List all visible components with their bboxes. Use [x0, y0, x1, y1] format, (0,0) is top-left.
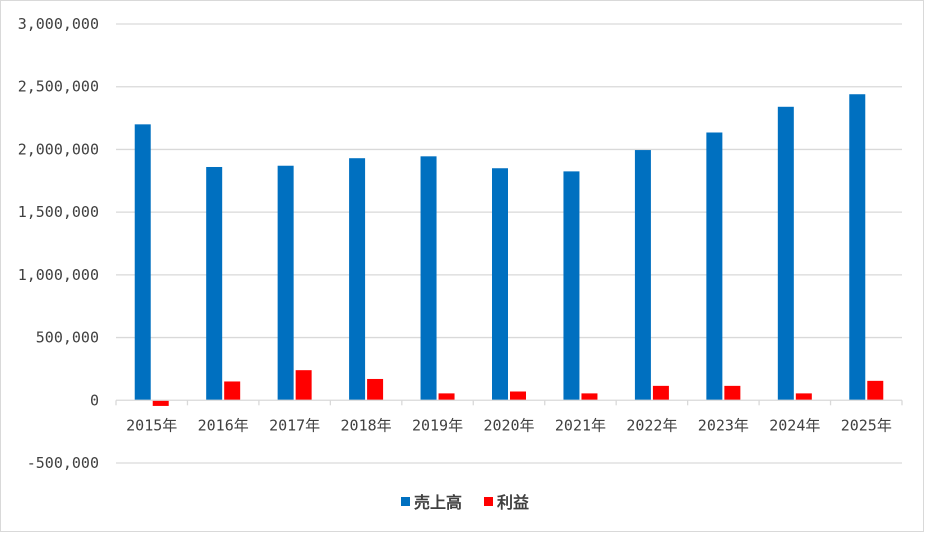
y-tick-label: 2,000,000 — [18, 140, 99, 158]
y-tick-label: 1,000,000 — [18, 266, 99, 284]
gridlines — [116, 23, 902, 464]
x-tick-label: 2024年 — [769, 416, 820, 434]
x-tick-label: 2023年 — [698, 416, 749, 434]
legend-swatch-profit — [484, 497, 493, 506]
profit-bar — [224, 381, 241, 401]
sales-bar — [349, 158, 366, 401]
profit-bar — [152, 400, 169, 406]
profit-bar — [510, 391, 526, 401]
y-tick-label: 2,500,000 — [18, 78, 99, 96]
y-tick-label: 500,000 — [36, 329, 99, 347]
profit-bar — [652, 385, 669, 401]
x-tick-label: 2020年 — [483, 416, 534, 434]
profit-bar — [581, 393, 598, 401]
legend: 売上高 利益 — [401, 493, 529, 512]
profit-bar — [795, 393, 812, 401]
profit-bar — [867, 380, 884, 401]
sales-bar — [777, 106, 794, 401]
profit-bar — [438, 393, 455, 401]
x-axis-ticks: 2015年 2016年 2017年 2018年 2019年 2020年 2021年 2022年… — [126, 416, 892, 434]
y-tick-label: 0 — [90, 391, 99, 409]
x-tick-label: 2016年 — [198, 416, 249, 434]
x-axis — [115, 399, 903, 406]
x-tick-label: 2021年 — [555, 416, 606, 434]
profit-bar — [367, 378, 384, 401]
legend-label-sales: 売上高 — [414, 493, 462, 512]
profit-bar — [295, 370, 312, 401]
sales-bar — [492, 168, 508, 401]
sales-bar — [420, 156, 437, 401]
sales-bar — [277, 165, 294, 401]
x-tick-label: 2022年 — [626, 416, 677, 434]
sales-bar — [849, 94, 866, 401]
profit-bar — [724, 385, 741, 401]
sales-bar — [134, 124, 151, 401]
sales-bar — [563, 171, 580, 401]
y-axis-ticks: -500,000 0 500,000 1,000,000 1,500,000 2,000,… — [18, 15, 99, 472]
x-tick-label: 2015年 — [126, 416, 177, 434]
y-tick-label: -500,000 — [27, 454, 99, 472]
legend-label-profit: 利益 — [497, 493, 529, 512]
bars — [134, 94, 884, 406]
x-tick-label: 2025年 — [841, 416, 892, 434]
y-tick-label: 3,000,000 — [18, 15, 99, 33]
sales-bar — [634, 150, 651, 401]
x-tick-label: 2017年 — [269, 416, 320, 434]
legend-swatch-sales — [401, 497, 410, 506]
x-tick-label: 2018年 — [341, 416, 392, 434]
sales-bar — [206, 166, 223, 401]
y-tick-label: 1,500,000 — [18, 203, 99, 221]
sales-bar — [706, 132, 723, 401]
x-tick-label: 2019年 — [412, 416, 463, 434]
